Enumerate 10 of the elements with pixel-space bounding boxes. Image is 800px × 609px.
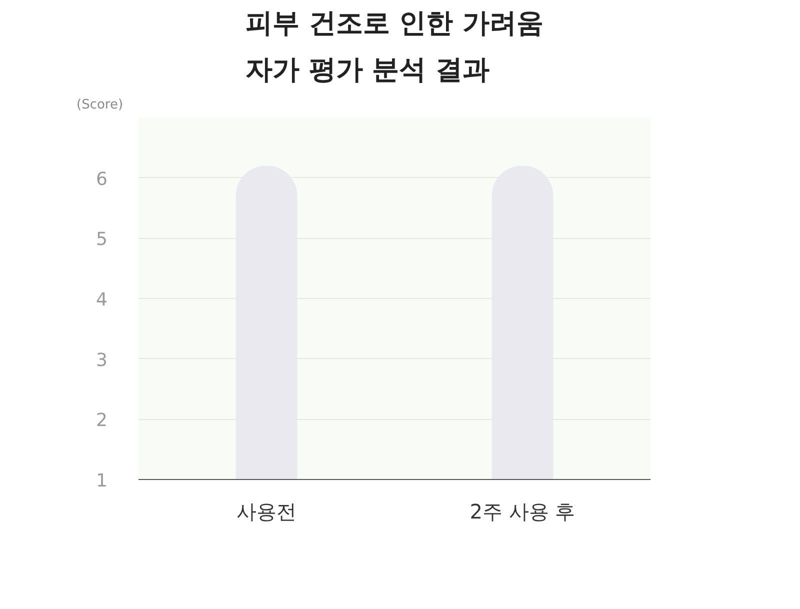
y-axis-title: (Score) bbox=[76, 98, 124, 112]
y-tick-label: 5 bbox=[96, 229, 108, 250]
x-tick-label: 사용전 bbox=[236, 500, 296, 524]
y-tick-label: 1 bbox=[96, 470, 108, 492]
y-tick-label: 4 bbox=[96, 290, 108, 310]
y-tick-label: 3 bbox=[96, 350, 108, 371]
x-tick-label: 2주 사용 후 bbox=[470, 500, 576, 524]
y-tick-label: 6 bbox=[96, 168, 108, 190]
chart-title: 피부 건조로 인한 가려움 자가 평가 분석 결과 bbox=[245, 8, 544, 86]
y-tick-label: 2 bbox=[96, 410, 108, 432]
